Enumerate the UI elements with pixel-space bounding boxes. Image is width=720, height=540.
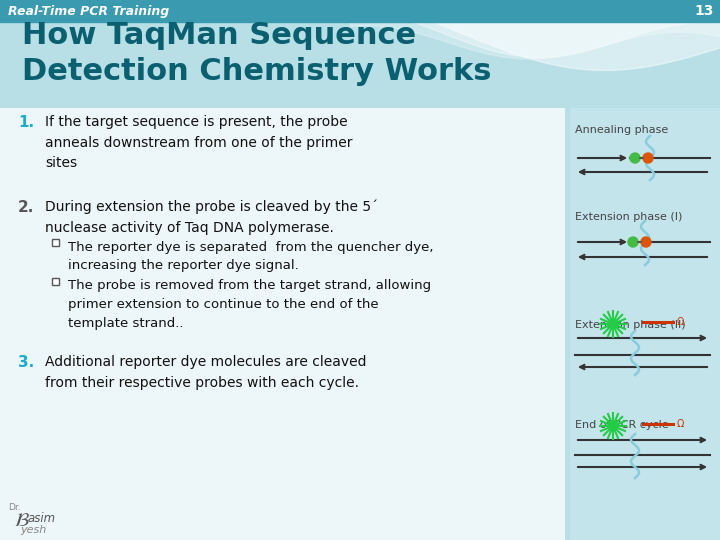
Text: 13: 13 [695, 4, 714, 18]
Text: 3.: 3. [18, 355, 35, 370]
Circle shape [628, 237, 638, 247]
Text: If the target sequence is present, the probe
anneals downstream from one of the : If the target sequence is present, the p… [45, 115, 353, 170]
Text: 2.: 2. [18, 200, 35, 215]
Circle shape [643, 153, 653, 163]
Circle shape [641, 237, 651, 247]
Text: Ω: Ω [677, 317, 685, 327]
Text: Real-Time PCR Training: Real-Time PCR Training [8, 4, 169, 17]
Text: During extension the probe is cleaved by the 5´
nuclease activity of Taq DNA pol: During extension the probe is cleaved by… [45, 200, 378, 235]
Bar [52, 278, 59, 285]
Text: Extension phase (II): Extension phase (II) [575, 320, 685, 330]
Text: The reporter dye is separated  from the quencher dye,
increasing the reporter dy: The reporter dye is separated from the q… [68, 240, 433, 272]
Text: asim: asim [28, 511, 56, 524]
Text: Dr.: Dr. [8, 503, 21, 512]
Text: How TaqMan Sequence: How TaqMan Sequence [22, 21, 416, 50]
Text: The probe is removed from the target strand, allowing
primer extension to contin: The probe is removed from the target str… [68, 280, 431, 329]
Circle shape [609, 422, 617, 430]
Text: Annealing phase: Annealing phase [575, 125, 668, 135]
Text: Additional reporter dye molecules are cleaved
from their respective probes with : Additional reporter dye molecules are cl… [45, 355, 366, 389]
Text: Detection Chemistry Works: Detection Chemistry Works [22, 57, 492, 86]
Text: $\mathcal{B}$: $\mathcal{B}$ [14, 510, 30, 530]
Bar [570, 108, 720, 540]
Circle shape [609, 320, 617, 328]
Text: yesh: yesh [20, 525, 46, 535]
Text: 1.: 1. [18, 115, 34, 130]
Bar [0, 108, 565, 540]
Text: Ω: Ω [677, 419, 685, 429]
Text: Extension phase (I): Extension phase (I) [575, 212, 683, 222]
Circle shape [630, 153, 640, 163]
Bar [52, 239, 59, 246]
Text: End of PCR cycle: End of PCR cycle [575, 420, 669, 430]
